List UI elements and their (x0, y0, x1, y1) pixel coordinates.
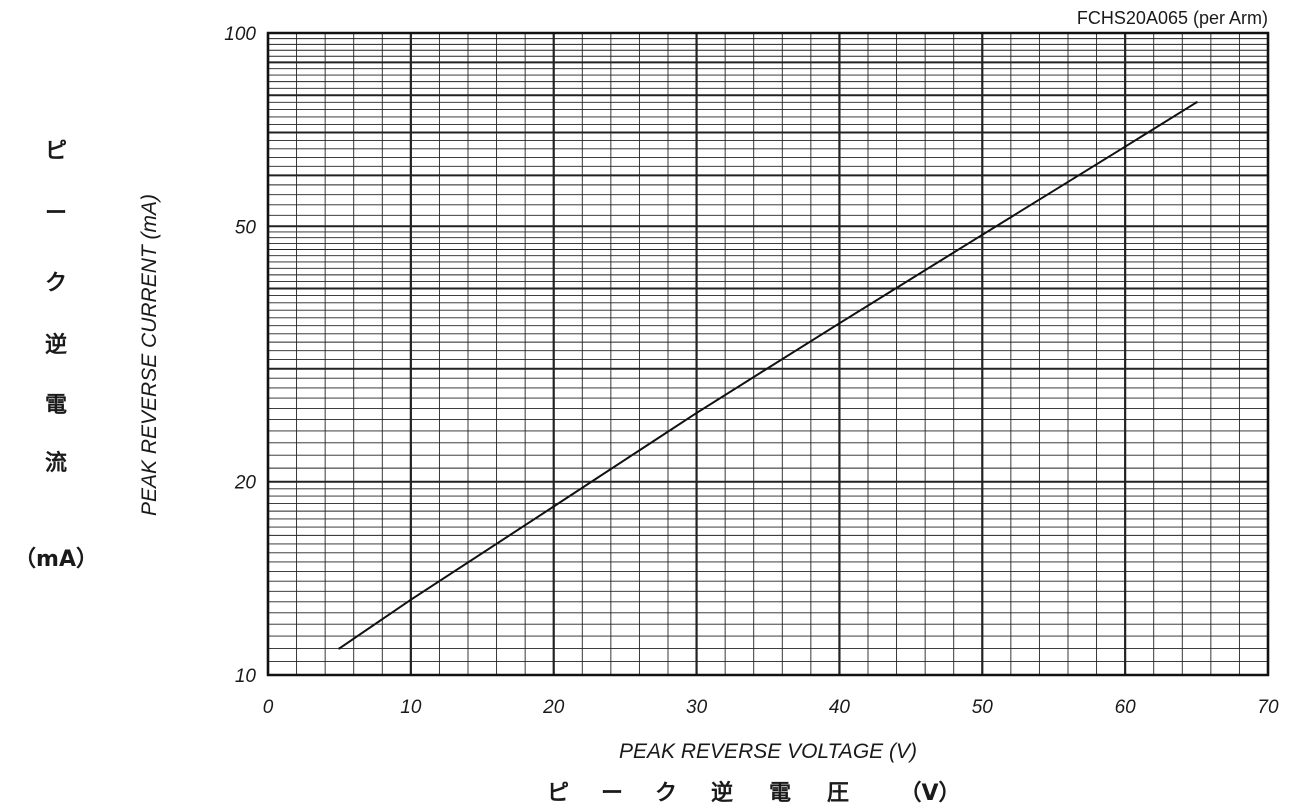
data-point (552, 505, 555, 508)
y-axis-title-jp-char: （mA） (14, 547, 98, 572)
x-axis-title-jp-char: ク (655, 781, 677, 806)
data-point (695, 411, 698, 415)
y-tick-label: 100 (224, 24, 256, 45)
data-point (338, 647, 341, 650)
x-tick-label: 50 (972, 697, 994, 718)
data-point (409, 598, 413, 601)
y-tick-label: 20 (234, 473, 257, 494)
y-axis-title-jp-char: 逆 (45, 332, 67, 358)
data-point (1195, 101, 1198, 104)
x-axis-title-jp-char: （V） (899, 781, 960, 806)
data-point (838, 322, 841, 325)
x-tick-label: 20 (542, 697, 565, 718)
series-layer (338, 101, 1198, 650)
x-axis-title: PEAK REVERSE VOLTAGE (V) (619, 740, 917, 763)
plot-frame (266, 31, 1270, 677)
chart-title: FCHS20A065 (per Arm) (1077, 8, 1268, 28)
series-line (338, 101, 1198, 650)
y-tick-labels: 10 20 50 100 (224, 24, 256, 687)
x-axis-title-jp-char: ー (601, 781, 623, 806)
y-tick-label: 10 (235, 666, 257, 687)
x-tick-label: 0 (263, 697, 274, 718)
x-axis-title-jp-char: ピ (547, 781, 569, 806)
data-point (1123, 145, 1127, 148)
x-tick-label: 60 (1115, 697, 1137, 718)
x-axis-title-jp-char: 逆 (711, 780, 733, 806)
y-axis-title-jp-char: 電 (45, 393, 67, 418)
y-axis-title-jp-char: ク (45, 271, 67, 296)
x-tick-label: 40 (829, 697, 851, 718)
x-tick-label: 70 (1257, 697, 1279, 718)
data-point (981, 233, 984, 236)
x-axis-title-jp-char: 電 (769, 781, 791, 806)
y-axis-title-jp-char: ー (45, 201, 67, 226)
x-axis-title-jp: ピ ー ク 逆 電 圧 （V） (547, 780, 961, 806)
x-tick-label: 10 (400, 697, 422, 718)
grid (266, 32, 1270, 676)
y-axis-title-jp-char: 流 (45, 450, 67, 476)
y-tick-label: 50 (235, 217, 257, 238)
y-axis-title: PEAK REVERSE CURRENT (mA) (138, 194, 161, 516)
x-tick-labels: 0 10 20 30 40 50 60 70 (263, 697, 1279, 718)
x-axis-title-jp-char: 圧 (827, 781, 849, 806)
y-axis-title-jp-char: ピ (45, 139, 67, 164)
x-tick-label: 30 (686, 697, 708, 718)
